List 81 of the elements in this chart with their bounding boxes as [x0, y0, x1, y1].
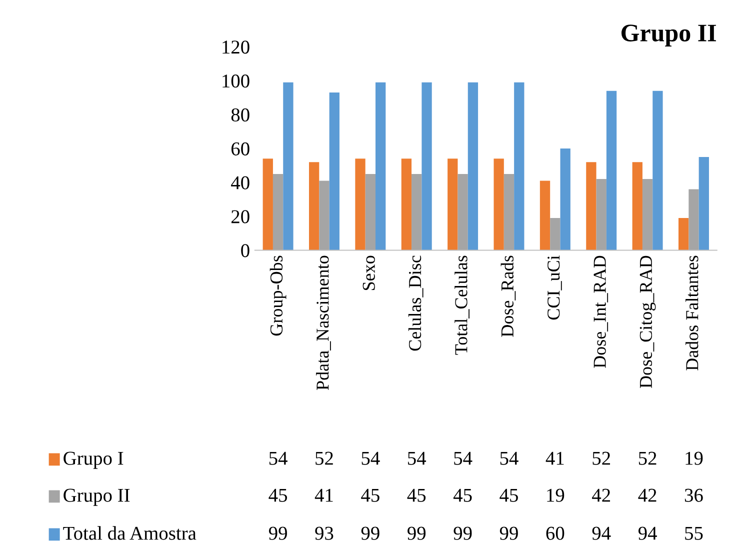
bar	[283, 82, 294, 250]
bar	[698, 156, 709, 250]
bar	[514, 82, 524, 250]
data-label: 55	[685, 526, 703, 540]
bar	[678, 218, 689, 250]
y-tick-label: 40	[231, 176, 250, 190]
data-label: 54	[408, 452, 426, 465]
x-tick-label: CCI_uCi	[548, 255, 562, 320]
bar	[262, 158, 273, 250]
bar	[468, 82, 478, 250]
bar	[560, 148, 570, 250]
bar	[494, 158, 504, 250]
x-tick-label: Dados Faltantes	[686, 256, 698, 370]
data-label: 19	[686, 452, 703, 465]
data-label: 60	[546, 526, 564, 540]
bar	[376, 82, 386, 250]
data-label: 45	[453, 488, 472, 502]
x-tick-label: Pdata_Nascimento	[316, 256, 331, 390]
chart-title: Grupo II	[621, 24, 716, 47]
x-tick-label: Dose_Int_RAD	[594, 256, 608, 368]
bar	[308, 162, 320, 250]
data-label: 36	[684, 488, 703, 502]
data-label: 41	[546, 452, 564, 465]
data-label: 54	[454, 452, 472, 465]
data-label: 99	[408, 526, 426, 540]
data-label: 42	[638, 488, 656, 502]
y-tick-label: 0	[241, 244, 250, 258]
y-tick-label: 20	[232, 210, 250, 224]
data-label: 45	[361, 488, 380, 502]
data-label: 99	[454, 526, 472, 540]
bar	[401, 158, 412, 250]
bar	[550, 218, 560, 250]
data-label: 99	[500, 526, 518, 540]
bar	[688, 189, 699, 250]
bar	[458, 174, 468, 250]
x-tick-label: Celulas_Disc	[408, 256, 424, 351]
bar	[586, 162, 596, 250]
data-label: 94	[592, 526, 611, 540]
bar	[355, 158, 366, 250]
bar	[632, 162, 642, 250]
bar	[540, 180, 550, 250]
x-tick-label: Dose_Citog_RAD	[640, 256, 656, 388]
bar	[504, 174, 514, 250]
data-label: 54	[362, 452, 380, 465]
data-label: 99	[361, 526, 380, 540]
data-label: 45	[407, 488, 426, 502]
bar	[448, 158, 458, 250]
y-tick-label: 100	[222, 74, 250, 88]
legend-label: Grupo I	[64, 452, 124, 469]
bar	[596, 179, 606, 250]
x-tick-label: Total_Celulas	[454, 256, 470, 355]
data-label: 42	[592, 488, 610, 502]
bar	[422, 82, 432, 250]
legend-label: Total da Amostra	[63, 526, 196, 540]
data-label: 54	[500, 452, 518, 465]
x-tick-label: Dose_Rads	[500, 256, 516, 337]
bar	[329, 92, 340, 250]
data-label: 45	[500, 488, 518, 502]
bar	[642, 179, 653, 250]
data-label: 94	[638, 526, 657, 540]
y-tick-label: 80	[231, 108, 250, 122]
bar	[272, 174, 284, 250]
x-tick-label: Sexo	[362, 256, 375, 290]
bar	[412, 174, 422, 250]
data-label: 52	[592, 452, 610, 465]
y-tick-label: 120	[222, 40, 250, 54]
data-label: 52	[638, 452, 656, 465]
data-label: 45	[268, 488, 288, 502]
data-label: 54	[269, 452, 288, 465]
data-label: 19	[547, 488, 564, 502]
bar	[319, 180, 330, 250]
data-label: 41	[314, 488, 333, 502]
data-label: 93	[315, 526, 334, 540]
y-tick-label: 60	[231, 142, 250, 156]
bar	[365, 174, 376, 250]
data-label: 99	[268, 526, 287, 540]
data-label: 52	[316, 452, 333, 465]
x-tick-label: Group-Obs	[270, 256, 286, 336]
bar	[652, 90, 663, 250]
bar	[606, 90, 617, 250]
legend-label: Grupo II	[64, 488, 130, 506]
